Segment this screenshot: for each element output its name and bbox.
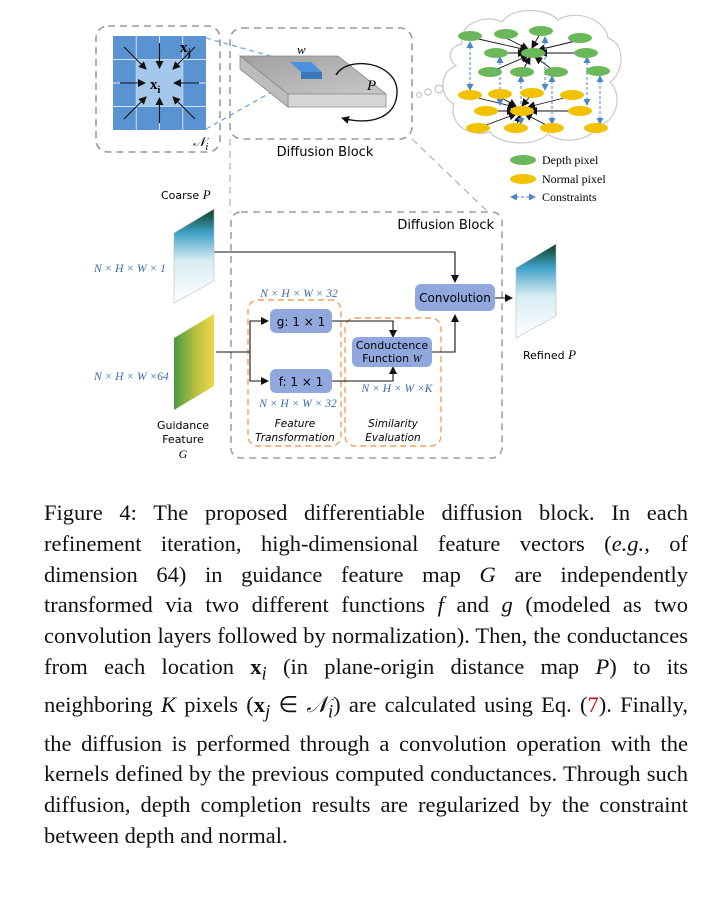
legend-constraints-label: Constraints [542,190,597,204]
guidance-label-1: Guidance [157,419,209,432]
f-conv-label: f: 1 × 1 [279,375,324,389]
convolution-label: Convolution [419,291,491,305]
dim-coarse-label: N × H × W × 1 [93,263,166,275]
detail-block-title: Diffusion Block [397,218,494,233]
legend-depth-swatch [510,155,536,165]
kernel-xi-label: xi [150,77,161,96]
guidance-feature-map: N × H × W ×64 Guidance Feature G [93,314,214,461]
equation-reference-link[interactable]: 7 [587,692,599,718]
similarity-label-2: Evaluation [365,432,420,444]
kernel-neighborhood-label: 𝒩i [193,135,210,153]
similarity-label-1: Similarity [368,418,418,430]
dim-k-label: N × H × W ×K [361,383,434,395]
diffusion-w-label: w [297,42,306,57]
dim-g-label: N × H × W × 32 [259,288,338,300]
graph-legend: Depth pixel Normal pixel Constraints [510,153,606,204]
g-conv-box [270,309,332,333]
refined-depth-map: Refined P [515,243,576,362]
pixel-graph-cloud [442,10,622,144]
thought-bubbles [415,84,444,99]
figure-caption: Figure 4: The proposed differentiable di… [44,500,689,848]
conductance-label-1: Conductence [356,339,428,352]
conductance-function-box [352,337,432,367]
legend-normal-label: Normal pixel [542,172,606,186]
f-conv-box [270,369,332,393]
figure-label: Figure 4: [44,500,137,525]
legend-normal-swatch [510,174,536,184]
legend-depth-label: Depth pixel [542,153,599,167]
coarse-label: Coarse P [161,187,211,202]
convolution-box [415,284,495,311]
refined-label: Refined P [523,347,576,362]
feature-transformation-group [247,299,342,447]
coarse-depth-map: Coarse P N × H × W × 1 [93,187,215,304]
diffusion-block-label: Diffusion Block [277,145,374,160]
feature-transformation-label-1: Feature [275,418,315,430]
g-conv-label: g: 1 × 1 [277,315,325,329]
conductance-label-2: Function W [362,352,422,365]
guidance-g-label: G [179,447,188,461]
guidance-label-2: Feature [162,433,204,446]
dim-guidance-label: N × H × W ×64 [93,371,169,383]
dim-f-label: N × H × W × 32 [258,398,337,410]
kernel-xj-label: xj [180,40,191,59]
feature-transformation-label-2: Transformation [255,432,335,444]
diffusion-p-label: P [366,78,376,94]
kernel-panel: xj xi 𝒩i [95,25,221,153]
detail-block: Diffusion Block g: 1 × 1 f: 1 × 1 Conduc… [210,211,513,459]
diffusion-block-figure: xj xi 𝒩i w P Diffusion Block [93,10,622,461]
diffusion-block-3d: w P Diffusion Block [229,27,413,160]
similarity-evaluation-group [344,317,442,447]
